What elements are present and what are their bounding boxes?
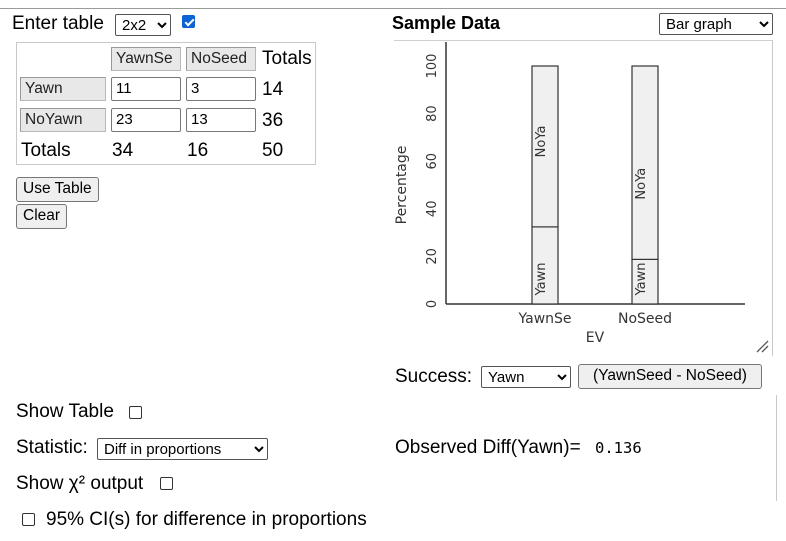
use-table-button[interactable]: Use Table — [16, 177, 99, 202]
bar-segment-label: Yawn — [634, 263, 649, 297]
clear-button[interactable]: Clear — [16, 204, 68, 229]
bar-segment-noya — [631, 65, 659, 260]
bar-segment-label: Yawn — [534, 263, 549, 297]
bar-segment-label: NoYa — [534, 126, 549, 158]
x-tick-label: NoSeed — [618, 311, 672, 327]
contingency-table: YawnSe NoSeed Totals Yawn 11 3 14 NoYawn… — [16, 42, 316, 165]
bar-segment-noya — [531, 65, 559, 228]
row-total-1: 14 — [262, 79, 284, 100]
table-size-select[interactable]: 2x2 — [115, 14, 171, 36]
bar-segment-yawn — [631, 258, 659, 305]
y-axis-label: Percentage — [394, 146, 410, 225]
top-divider — [0, 8, 786, 9]
chart-panel — [394, 40, 773, 356]
statistic-label: Statistic: — [16, 437, 88, 458]
col-header-1[interactable]: YawnSe — [111, 47, 181, 71]
bar-segment-label: NoYa — [634, 168, 649, 200]
grand-total: 50 — [262, 140, 284, 161]
sample-data-title: Sample Data — [392, 13, 501, 33]
y-tick-label: 80 — [425, 105, 440, 122]
observed-diff-value: 0.136 — [595, 439, 642, 457]
enter-table-label: Enter table — [12, 13, 104, 34]
graph-type-select[interactable]: Bar graph — [659, 13, 773, 35]
row-header-2[interactable]: NoYawn — [20, 108, 106, 132]
show-table-checkbox[interactable] — [129, 406, 142, 419]
y-tick-label: 100 — [425, 54, 440, 79]
show-table-label: Show Table — [16, 401, 114, 422]
cell-r2c2-input[interactable]: 13 — [186, 108, 256, 132]
cell-r2c1-input[interactable]: 23 — [111, 108, 181, 132]
y-tick-label: 60 — [425, 153, 440, 170]
ci-checkbox[interactable] — [22, 513, 35, 526]
totals-row-label: Totals — [21, 140, 71, 161]
y-tick-label: 20 — [425, 248, 440, 265]
x-tick-label: YawnSe — [517, 311, 571, 327]
success-label: Success: — [395, 366, 473, 387]
y-tick-label: 0 — [425, 300, 440, 308]
y-tick-label: 40 — [425, 201, 440, 218]
row-header-1[interactable]: Yawn — [20, 77, 106, 101]
chi-square-label: Show χ² output — [16, 473, 144, 494]
resize-handle-icon[interactable] — [756, 340, 769, 353]
col-total-2: 16 — [187, 140, 209, 161]
totals-col-header: Totals — [262, 48, 312, 69]
separator-1 — [776, 395, 777, 433]
row-total-2: 36 — [262, 110, 284, 131]
observed-diff-label: Observed Diff(Yawn)= — [395, 437, 581, 458]
col-header-2[interactable]: NoSeed — [186, 47, 256, 71]
x-axis-label: EV — [586, 330, 605, 346]
ci-label: 95% CI(s) for difference in proportions — [46, 509, 367, 530]
bar-segment-yawn — [531, 226, 559, 305]
separator-3 — [776, 471, 777, 501]
statistic-select[interactable]: Diff in proportions — [97, 438, 268, 460]
cell-r1c1-input[interactable]: 11 — [111, 77, 181, 101]
bar-chart: 0 20 40 60 80 100 Percentage Yawn NoYa YawnSe Yawn… — [394, 42, 769, 353]
success-select[interactable]: Yawn — [481, 366, 571, 388]
col-total-1: 34 — [112, 140, 134, 161]
diff-order-button[interactable]: (YawnSeed - NoSeed) — [578, 364, 762, 389]
chi-square-checkbox[interactable] — [160, 477, 173, 490]
cell-r1c2-input[interactable]: 3 — [186, 77, 256, 101]
show-table-entry-checkbox[interactable] — [182, 15, 195, 28]
separator-2 — [776, 433, 777, 471]
